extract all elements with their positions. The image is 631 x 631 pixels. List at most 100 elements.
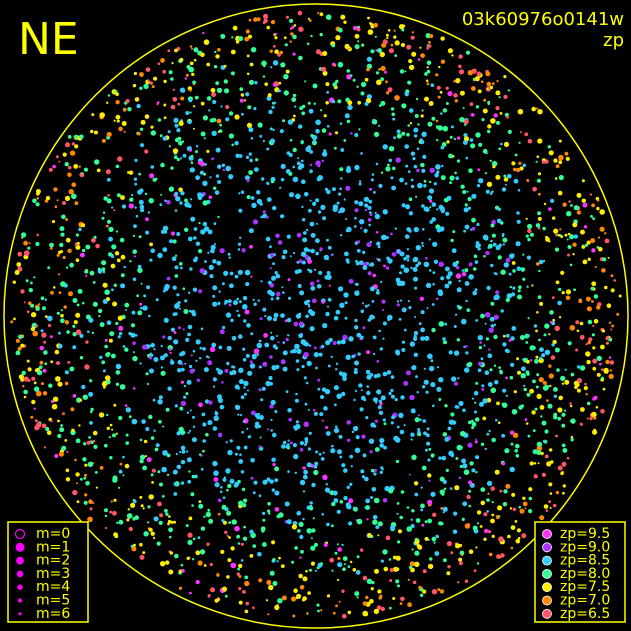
star [200,327,204,331]
horizon-circle [3,3,629,629]
star [354,389,358,393]
star [67,165,72,170]
star [109,331,115,337]
star [486,432,490,436]
star [472,525,478,531]
star [266,197,272,203]
star [43,350,48,355]
star [404,92,409,97]
star [104,514,108,518]
star [52,220,56,224]
star [201,412,206,417]
star [500,142,503,146]
star [339,302,345,308]
star [343,292,349,298]
star [509,430,515,435]
star [277,240,283,245]
star [50,290,54,295]
star [99,269,103,273]
star [511,492,516,497]
star [174,274,179,278]
star [309,326,315,332]
star [279,186,282,189]
star [166,200,171,205]
star [439,589,445,594]
star [283,90,289,96]
star [468,262,473,267]
star [118,486,121,489]
star [185,392,189,396]
star [489,85,494,90]
star [247,34,253,39]
star [486,397,492,403]
star [180,96,185,101]
star [373,424,377,428]
star [340,339,346,345]
star [585,296,591,302]
star [486,181,493,187]
star [464,268,469,273]
star [532,449,538,455]
star [432,512,437,517]
star [414,492,419,497]
star [445,468,449,472]
star [454,485,460,491]
star [419,139,425,145]
star [385,80,388,84]
star [308,305,311,308]
star [307,145,312,150]
star [297,157,300,160]
star [467,361,473,367]
star [246,54,250,58]
star [278,512,284,518]
star [427,563,434,570]
star [398,317,402,321]
star [344,113,350,119]
star [359,219,365,225]
star [63,305,67,309]
star [263,333,268,338]
star [366,242,372,248]
star [290,32,294,36]
star [281,444,286,449]
star [385,236,389,239]
star [122,345,126,348]
star [204,260,207,263]
star [109,423,113,427]
star [422,385,426,389]
star [333,385,339,391]
star [186,118,193,124]
star [107,194,110,197]
star [92,501,95,505]
star [34,419,38,423]
star [27,367,32,372]
star [193,47,199,53]
star [243,445,248,450]
star [419,593,424,597]
star [298,333,303,339]
star [613,279,617,282]
star [548,240,551,243]
star [390,375,395,379]
star [485,71,491,77]
star [134,97,140,102]
star [415,195,418,198]
star [27,246,31,250]
star [412,267,418,272]
star [434,172,439,178]
star [462,140,468,145]
star [140,306,143,310]
star [548,333,551,336]
star [317,11,320,15]
star [180,563,184,567]
star [307,101,311,105]
star [455,273,462,279]
star [83,500,88,505]
star [198,503,204,509]
star [423,431,427,436]
star [79,333,84,338]
star [356,27,361,32]
star [325,426,329,429]
star [494,205,500,210]
star [259,436,262,439]
